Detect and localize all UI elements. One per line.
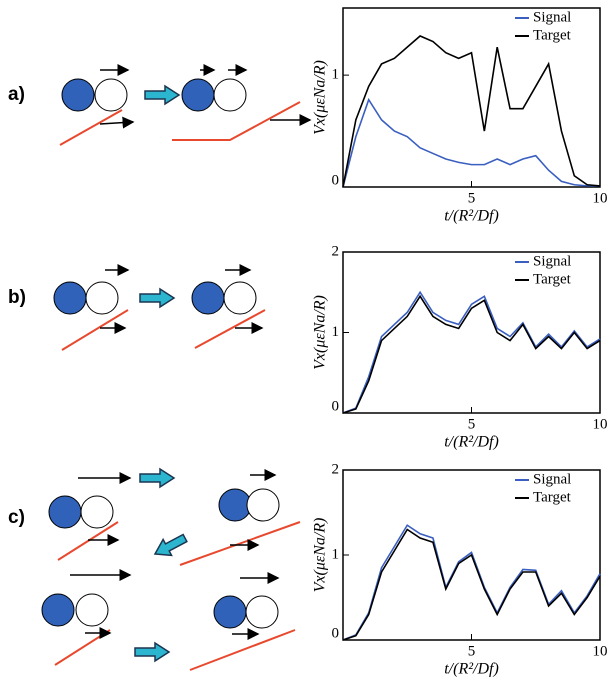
chart: 0 1 2 5 10 t/(R²/Df) Vx(μεNa/R) Signal Target xyxy=(312,243,608,450)
panel-label: b) xyxy=(8,287,26,308)
y-tick-label: 0 xyxy=(332,398,340,414)
x-tick-label: 5 xyxy=(468,643,476,659)
y-axis-label: Vx(μεNa/R) xyxy=(312,295,329,370)
y-axis-label: Vx(μεNa/R) xyxy=(312,60,329,135)
legend-label: Target xyxy=(533,271,572,287)
legend-label: Signal xyxy=(533,253,571,269)
x-tick-label: 10 xyxy=(593,643,608,659)
series-line xyxy=(343,296,600,413)
x-axis-label: t/(R²/Df) xyxy=(444,661,499,678)
y-tick-label: 0 xyxy=(332,172,340,188)
y-tick-label: 0 xyxy=(332,625,340,641)
y-tick-label: 1 xyxy=(332,546,340,562)
x-tick-label: 5 xyxy=(468,416,476,432)
schematic: a) b) c) xyxy=(8,70,310,670)
legend-label: Signal xyxy=(533,471,571,487)
legend-label: Target xyxy=(533,27,572,43)
legend-label: Signal xyxy=(533,9,571,25)
y-tick-label: 2 xyxy=(332,243,340,259)
series-line xyxy=(343,100,600,187)
x-axis-label: t/(R²/Df) xyxy=(444,434,499,451)
x-tick-label: 10 xyxy=(593,190,608,206)
y-axis-label: Vx(μεNa/R) xyxy=(312,518,329,593)
figure: a) b) c) xyxy=(0,0,614,694)
legend-label: Target xyxy=(533,489,572,505)
x-tick-label: 10 xyxy=(593,416,608,432)
y-tick-label: 1 xyxy=(332,324,340,340)
x-tick-label: 5 xyxy=(468,190,476,206)
panel-label: a) xyxy=(8,84,25,105)
chart: 0 1 2 5 10 t/(R²/Df) Vx(μεNa/R) Signal Target xyxy=(312,461,608,677)
series-line xyxy=(343,292,600,413)
y-tick-label: 1 xyxy=(332,67,340,83)
panel-label: c) xyxy=(8,507,25,528)
chart: 0 1 5 10 t/(R²/Df) Vx(μεNa/R) Signal Target xyxy=(312,8,608,225)
y-tick-label: 2 xyxy=(332,461,340,477)
series-line xyxy=(343,530,600,641)
series-line xyxy=(343,525,600,640)
x-axis-label: t/(R²/Df) xyxy=(444,208,499,225)
